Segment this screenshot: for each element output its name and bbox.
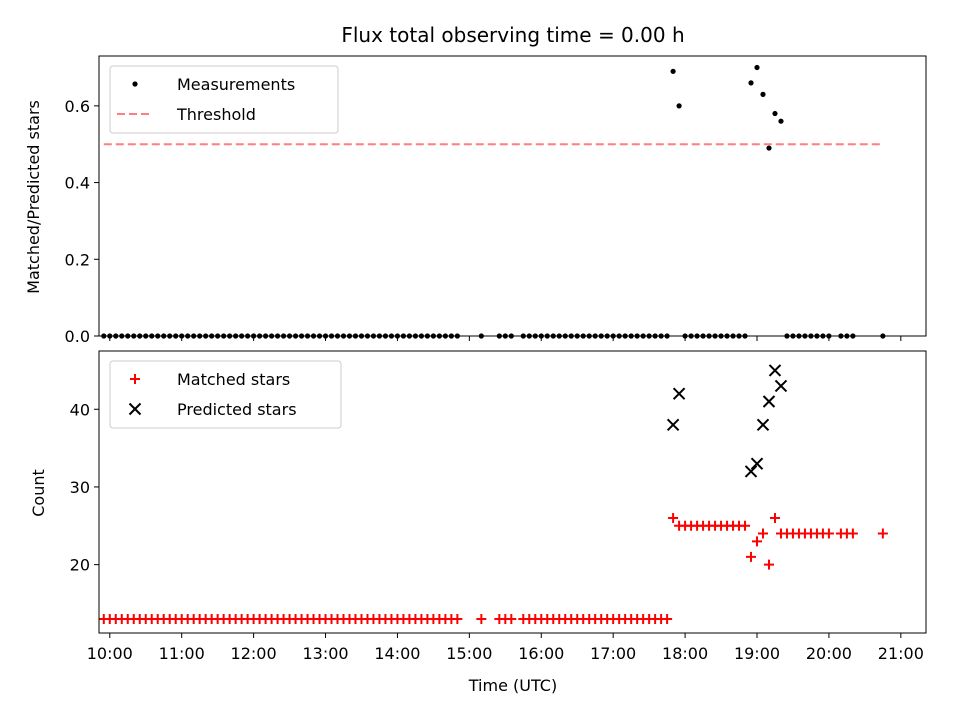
legend-marker-matched-stars [130, 374, 140, 384]
matched-stars-point [847, 528, 858, 539]
matched-stars-point [752, 536, 763, 547]
predicted-stars-point [750, 457, 764, 470]
measurement-point [766, 145, 772, 151]
measurement-point [748, 80, 754, 86]
bottom-legend-box [109, 360, 342, 429]
measurement-point [760, 91, 766, 97]
x-tick-label: 17:00 [590, 644, 636, 663]
legend-label: Matched stars [177, 370, 290, 389]
predicted-stars-point [744, 465, 758, 478]
bottom-series-matched-stars [98, 513, 888, 625]
x-tick-label: 16:00 [518, 644, 564, 663]
legend-marker-measurements [132, 81, 138, 87]
bottom-plot-frame [98, 350, 927, 634]
predicted-stars-point [762, 395, 776, 408]
bottom-y-tick-label: 40 [70, 400, 90, 419]
top-y-tick-label: 0.6 [65, 97, 90, 116]
x-tick-label: 19:00 [734, 644, 780, 663]
matched-stars-point [476, 614, 487, 625]
top-y-tick-label: 0.4 [65, 174, 90, 193]
x-tick-label: 10:00 [87, 644, 133, 663]
predicted-stars-point [774, 379, 788, 393]
bottom-series-predicted-stars [666, 364, 788, 478]
matched-stars-point [662, 614, 673, 625]
measurement-point [772, 110, 778, 117]
matched-stars-point [823, 528, 834, 539]
top-legend: Measurements Threshold [109, 65, 339, 134]
top-y-tick-label: 0.2 [65, 250, 90, 269]
x-tick-label: 18:00 [662, 644, 708, 663]
measurement-point [754, 64, 760, 71]
x-tick-label: 21:00 [878, 644, 924, 663]
top-legend-box [109, 65, 339, 134]
matched-stars-point [506, 614, 517, 625]
matched-stars-point [769, 513, 780, 524]
chart-marks: 0.0 0.2 0.4 0.6 Measurements Threshold 20 30 40 1… [65, 55, 927, 663]
chart-title: Flux total observing time = 0.00 h [341, 23, 684, 47]
legend-label: Threshold [176, 105, 256, 124]
predicted-stars-point [672, 387, 686, 400]
x-tick-label: 20:00 [806, 644, 852, 663]
bottom-y-tick-label: 30 [70, 478, 90, 497]
measurement-point [676, 103, 682, 109]
matched-stars-point [877, 528, 888, 539]
legend-label: Predicted stars [177, 400, 297, 419]
top-plot-frame [98, 55, 927, 337]
matched-stars-point [668, 513, 679, 524]
matched-stars-point [452, 614, 463, 625]
legend-marker-predicted-stars [128, 402, 142, 416]
measurement-point [778, 118, 784, 124]
x-tick-label: 13:00 [302, 644, 348, 663]
matched-stars-point [740, 520, 751, 531]
x-axis-label: Time (UTC) [468, 676, 557, 695]
x-tick-label: 14:00 [374, 644, 420, 663]
top-y-axis-label: Matched/Predicted stars [24, 100, 43, 294]
matched-stars-point [763, 559, 774, 570]
bottom-y-axis-label: Count [29, 469, 48, 517]
x-tick-label: 11:00 [159, 644, 205, 663]
top-y-tick-label: 0.0 [65, 327, 90, 346]
measurement-point [670, 68, 676, 74]
x-tick-label: 15:00 [446, 644, 492, 663]
bottom-y-tick-label: 20 [70, 556, 90, 575]
matched-stars-point [746, 551, 757, 562]
matched-stars-point [757, 528, 768, 539]
predicted-stars-point [756, 418, 770, 432]
legend-label: Measurements [177, 75, 295, 94]
predicted-stars-point [666, 418, 680, 432]
x-tick-label: 12:00 [231, 644, 277, 663]
predicted-stars-point [768, 364, 782, 377]
bottom-legend: Matched stars Predicted stars [109, 360, 342, 429]
